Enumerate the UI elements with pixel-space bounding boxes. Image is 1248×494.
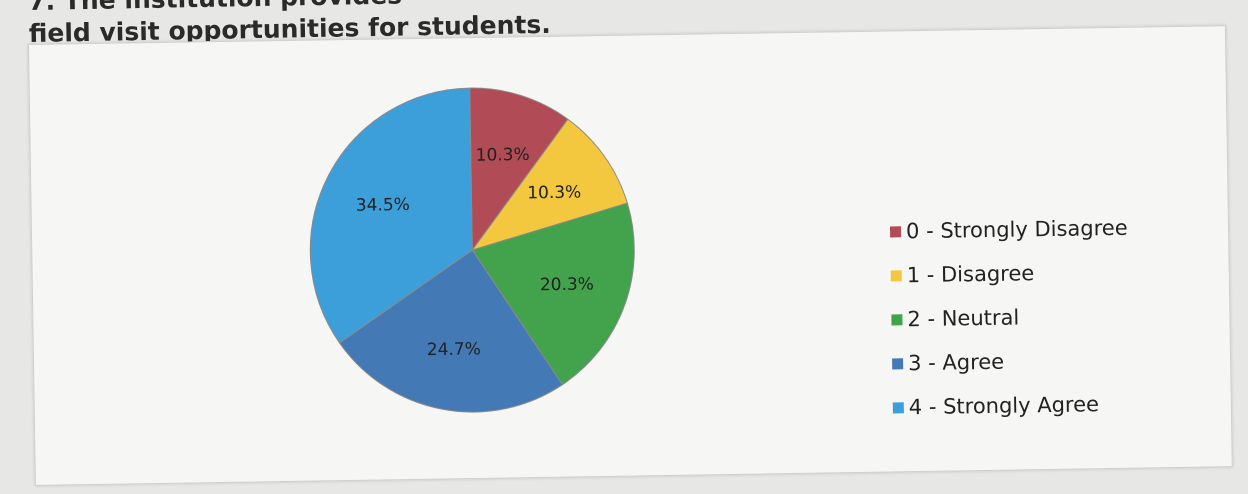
legend-swatch-2 <box>891 313 903 325</box>
legend-swatch-0 <box>889 225 902 237</box>
pie-slice-1 <box>471 118 628 251</box>
legend-swatch-4 <box>892 401 904 413</box>
chart-card: 10.3% 10.3% 20.3% 24.7% 34.5% 0 - Strongly D… <box>28 25 1233 486</box>
chart-legend: 0 - Strongly Disagree 1 - Disagree 2 - Neu… <box>889 206 1131 430</box>
legend-item-3: 3 - Agree <box>892 338 1130 386</box>
slice-label-4: 34.5% <box>356 195 410 216</box>
legend-item-4: 4 - Strongly Agree <box>892 382 1130 430</box>
legend-label-4: 4 - Strongly Agree <box>908 392 1100 420</box>
slice-label-0: 10.3% <box>476 145 530 166</box>
pie-slice-3 <box>338 249 564 413</box>
legend-label-0: 0 - Strongly Disagree <box>905 215 1128 244</box>
legend-label-1: 1 - Disagree <box>906 261 1035 288</box>
legend-swatch-3 <box>892 357 904 369</box>
legend-label-2: 2 - Neutral <box>907 305 1020 332</box>
pie-slice-0 <box>469 87 569 252</box>
pie-slice-2 <box>471 202 635 386</box>
pie-chart: 10.3% 10.3% 20.3% 24.7% 34.5% <box>309 87 635 413</box>
slice-label-3: 24.7% <box>427 339 481 360</box>
legend-item-2: 2 - Neutral <box>891 294 1129 342</box>
slice-label-1: 10.3% <box>527 183 581 204</box>
slice-label-2: 20.3% <box>540 274 594 295</box>
legend-label-3: 3 - Agree <box>907 349 1005 376</box>
pie-slice-4 <box>309 87 473 344</box>
legend-item-1: 1 - Disagree <box>890 250 1128 298</box>
legend-item-0: 0 - Strongly Disagree <box>889 206 1128 254</box>
legend-swatch-1 <box>890 269 902 281</box>
